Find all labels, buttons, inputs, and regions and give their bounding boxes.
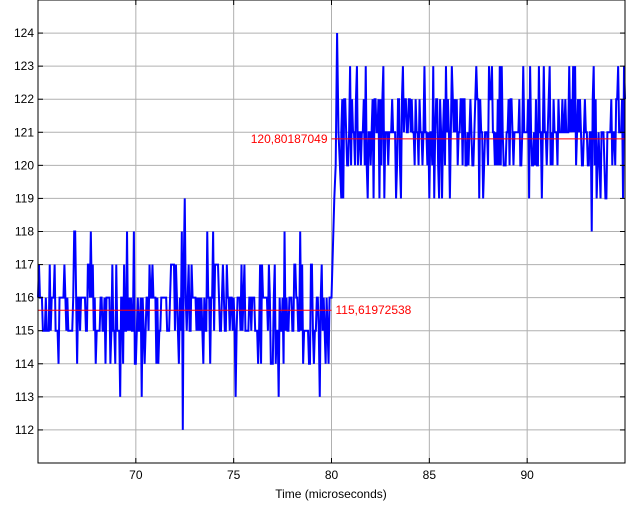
y-tick-label: 117 [15,258,34,272]
x-tick-label: 90 [520,468,534,482]
y-tick-label: 113 [15,390,34,404]
y-tick-label: 120 [14,158,34,172]
mean-lines [38,138,625,311]
y-tick-label: 116 [15,291,34,305]
y-tick-label: 118 [15,225,34,239]
x-tick-label: 75 [227,468,241,482]
y-tick-label: 124 [14,26,34,40]
x-tick-label: 85 [423,468,437,482]
y-tick-label: 115 [15,324,34,338]
y-tick-label: 123 [14,59,34,73]
mean-value-label: 120,80187049 [251,132,328,146]
y-tick-label: 122 [14,92,34,106]
ticks [38,0,625,463]
y-tick-label: 112 [15,423,34,437]
y-tick-label: 119 [15,191,34,205]
x-tick-label: 80 [325,468,339,482]
plot-lines [37,33,626,430]
annotations: 115,61972538 120,80187049 [251,132,412,317]
x-axis-label: Time (microseconds) [275,487,387,501]
signal-series [37,33,626,430]
y-tick-label: 121 [14,125,34,139]
tick-labels: 70 75 80 85 90 112 113 114 115 116 117 118 119 120 121… [14,26,534,482]
mean-value-label: 115,61972538 [336,303,412,317]
x-tick-label: 70 [129,468,143,482]
y-tick-label: 114 [15,357,34,371]
